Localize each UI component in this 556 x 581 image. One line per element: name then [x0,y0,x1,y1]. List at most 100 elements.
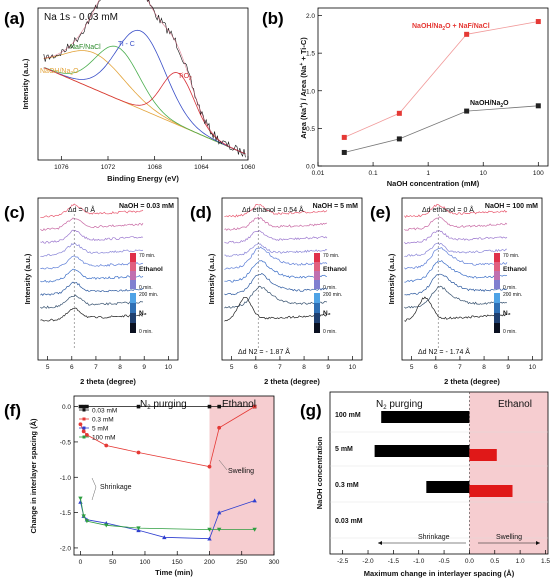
a-envelope [43,0,246,155]
a-xtick-label: 1076 [54,164,69,171]
panel-d-label: (d) [190,203,212,222]
g-xtick-label: 0.0 [465,558,474,565]
xrd-annotation-bottom: Δd N2 = - 1.74 Å [418,347,470,356]
g-bar-n2 [374,445,470,457]
cb-label-0a: 0 min. [503,285,517,291]
f-point [136,526,141,531]
f-point [217,425,222,430]
a-component-0 [43,50,246,155]
xrd-xtick-label: 6 [434,364,438,371]
panel-f-xlabel: Time (min) [155,568,193,577]
g-category-label: 0.03 mM [335,518,363,525]
ethanol-region-g [469,392,548,554]
b-xtick-label: 10 [480,170,488,177]
f-n2-label: N2 purging [140,399,187,411]
shrinkage-annotation: Shrinkage [100,484,132,491]
colorbar-n2-seg [130,293,136,303]
colorbar-ethanol-seg [314,271,320,280]
colorbar-ethanol-seg [314,253,320,262]
f-point [78,422,83,427]
panel-a-label: (a) [4,9,25,28]
xrd-ylabel: Intensity (a.u.) [207,253,216,304]
xrd-curve [404,242,508,258]
f-ytick-label: -2.0 [60,545,72,552]
cb-label-ethanol: Ethanol [139,266,163,273]
xrd-curve [224,246,328,270]
xrd-xtick-label: 9 [142,364,146,371]
f-legend-label: 5 mM [92,425,108,432]
f-ethanol-label: Ethanol [222,399,256,410]
xrd-xtick-label: 5 [46,364,50,371]
cb-label-200: 200 min. [323,292,342,298]
colorbar-ethanol-seg [130,271,136,280]
g-swell-arrowhead [536,541,540,545]
cb-label-200: 200 min. [139,292,158,298]
panel-a-frame [37,7,249,161]
g-xtick-label: -2.5 [337,558,349,565]
colorbar-n2-seg [314,303,320,313]
colorbar-ethanol-seg [494,280,500,289]
cb-label-70: 70 min. [323,253,339,259]
a-xtick-label: 1060 [241,164,256,171]
panel-g-label: (g) [300,401,322,420]
colorbar-ethanol-seg [494,271,500,280]
xrd-curve [224,285,328,309]
xrd-xlabel: 2 theta (degree) [264,377,320,386]
b-point [341,149,347,155]
f-point [207,536,212,541]
f-point [162,535,167,540]
xrd-curve [404,203,508,219]
g-xtick-label: -2.0 [362,558,374,565]
f-legend-marker [82,408,86,412]
g-shrink-arrowhead [378,541,382,545]
a-component-1 [43,45,246,155]
f-xtick-label: 250 [236,559,247,566]
g-n2-label: N2 purging [376,399,423,411]
g-xtick-label: -1.5 [388,558,400,565]
xrd-xtick-label: 7 [278,364,282,371]
g-category-label: 5 mM [335,446,353,453]
f-point [81,514,86,519]
xrd-curve [40,229,144,244]
xrd-xtick-label: 8 [482,364,486,371]
b-ytick-label: 0.5 [306,126,315,133]
g-swelling-label: Swelling [496,534,522,541]
xrd-curve [40,268,144,283]
xrd-curve [40,281,144,296]
cb-label-ethanol: Ethanol [323,266,347,273]
xrd-curve [224,296,328,322]
g-ethanol-label: Ethanol [498,399,532,410]
b-point [341,134,347,140]
panel-b-ylabel: Area (Na+) / Area (Na+ + Ti-C) [299,37,308,139]
panel-d: (d) NaOH = 5 mM Δd ethanol = 0.54 Å Δd N2 … [190,197,363,386]
xrd-xtick-label: 9 [326,364,330,371]
g-bar-n2 [381,411,470,423]
panel-e: (e) NaOH = 100 mM Δd ethanol = 0 Å Δd N2 =… [370,197,543,386]
xrd-curve [404,285,508,309]
xrd-xlabel: 2 theta (degree) [80,377,136,386]
xrd-xtick-label: 8 [118,364,122,371]
colorbar-n2-seg [314,293,320,303]
label-naf-nacl: NaF/NaCl [70,44,101,51]
f-point [216,527,222,532]
f-point [216,510,222,515]
cb-label-n2: N₂ [503,310,511,317]
label-ti-c: Ti - C [118,41,135,48]
cb-label-n2: N₂ [323,310,331,317]
cb-label-200: 200 min. [503,292,522,298]
xrd-annotation-top: Δd ethanol = 0.54 Å [242,205,304,214]
shrinkage-arrow [91,477,97,488]
f-point [207,464,212,469]
b-point [535,103,541,109]
f-point [81,429,86,434]
g-xtick-label: -0.5 [438,558,450,565]
b-ytick-label: 2.0 [306,13,315,20]
f-xtick-label: 100 [140,559,151,566]
colorbar-n2-seg [494,303,500,313]
panel-b-frame [317,7,549,167]
panel-f-frame [73,395,275,556]
f-ytick-label: -1.0 [60,475,72,482]
legend-naoh-naf: NaOH/Na2O + NaF/NaCl [412,23,490,32]
